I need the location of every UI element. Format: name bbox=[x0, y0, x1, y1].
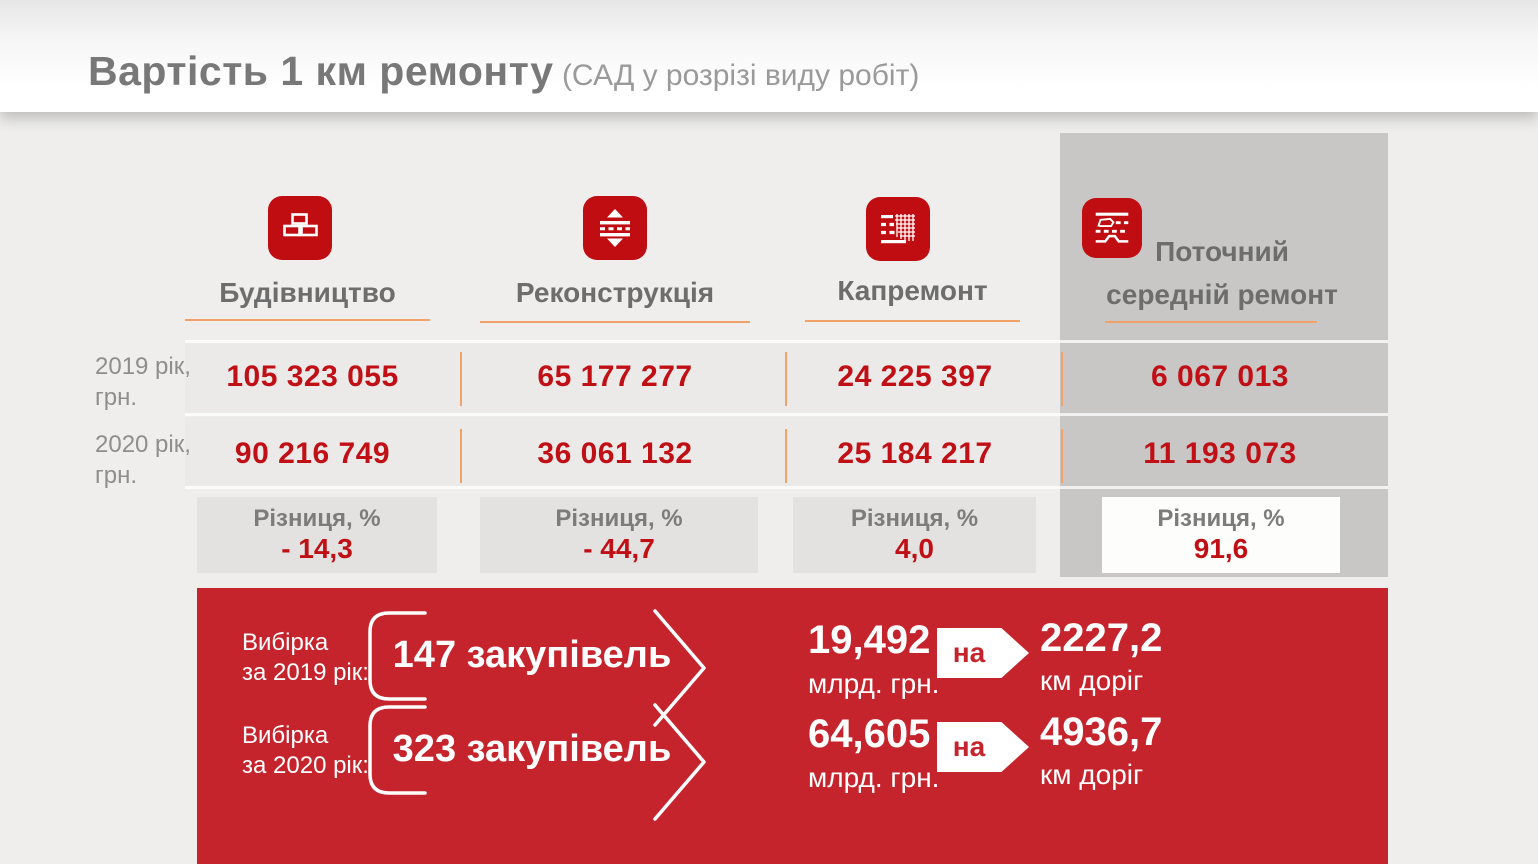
value-2020-current-repair: 11 193 073 bbox=[1143, 437, 1297, 470]
road-mesh-icon bbox=[866, 197, 930, 261]
slide-header: Вартість 1 км ремонту (САД у розрізі вид… bbox=[0, 0, 1538, 112]
column-header-construction: Будівництво bbox=[219, 277, 396, 308]
summary-banner: Вибірка за 2019 рік: 147 закупівель 19,4… bbox=[197, 588, 1388, 864]
value-2020-construction: 90 216 749 bbox=[234, 437, 391, 470]
header-underline bbox=[1105, 321, 1317, 323]
chevron-right-icon bbox=[653, 609, 706, 727]
column-header-line2: середній ремонт bbox=[1106, 279, 1338, 310]
row-separator bbox=[185, 486, 1388, 489]
diff-label: Різниця, % bbox=[555, 505, 683, 532]
row-label-2019: 2019 рік, грн. bbox=[95, 353, 191, 411]
road-widening-icon bbox=[583, 196, 647, 260]
bracket-icon bbox=[368, 611, 427, 701]
column-divider bbox=[785, 352, 787, 406]
header-underline bbox=[480, 321, 750, 323]
row-separator bbox=[185, 413, 1388, 416]
diff-label: Різниця, % bbox=[850, 505, 979, 532]
banner-distance-unit-2020: км доріг bbox=[1040, 759, 1144, 790]
value-2020-reconstruction: 36 061 132 bbox=[537, 437, 693, 470]
column-divider bbox=[460, 352, 462, 406]
value-2019-reconstruction: 65 177 277 bbox=[537, 360, 693, 393]
header-underline bbox=[185, 319, 430, 321]
diff-box-reconstruction: Різниця, % - 44,7 bbox=[480, 497, 758, 573]
value-2019-capital-repair: 24 225 397 bbox=[837, 360, 993, 393]
banner-distance-2019: 2227,2 bbox=[1040, 616, 1163, 660]
column-header-line1: Поточний bbox=[1155, 236, 1289, 267]
page-title-main: Вартість 1 км ремонту bbox=[88, 48, 554, 94]
banner-amount-2020: 64,605 bbox=[808, 712, 931, 756]
na-arrow-tag: на bbox=[937, 722, 1029, 772]
diff-box-construction: Різниця, % - 14,3 bbox=[197, 497, 437, 573]
column-header-capital-repair: Капремонт bbox=[837, 275, 988, 306]
page-title-sub: (САД у розрізі виду робіт) bbox=[553, 59, 920, 92]
value-2019-construction: 105 323 055 bbox=[226, 360, 399, 393]
banner-amount-2019: 19,492 bbox=[808, 618, 931, 662]
bracket-icon bbox=[368, 705, 427, 795]
na-arrow-tag: на bbox=[937, 628, 1029, 678]
diff-label: Різниця, % bbox=[1157, 505, 1285, 532]
column-divider bbox=[1061, 352, 1063, 406]
column-header-current-medium-repair: Поточний середній ремонт bbox=[1096, 230, 1348, 316]
diff-value: - 44,7 bbox=[583, 533, 655, 564]
row-label-2020: 2020 рік, грн. bbox=[95, 431, 191, 489]
value-2019-current-repair: 6 067 013 bbox=[1151, 360, 1289, 393]
diff-label: Різниця, % bbox=[253, 505, 381, 532]
diff-value: 91,6 bbox=[1193, 533, 1249, 564]
road-roller-icon bbox=[1082, 198, 1142, 258]
bricks-icon bbox=[268, 196, 332, 260]
header-underline bbox=[805, 320, 1020, 322]
banner-label-2020: Вибірка за 2020 рік: bbox=[242, 722, 369, 779]
diff-box-current-repair: Різниця, % 91,6 bbox=[1102, 497, 1340, 573]
diff-value: - 14,3 bbox=[281, 533, 353, 564]
column-divider bbox=[460, 429, 462, 483]
banner-count-2019: 147 закупівель bbox=[392, 634, 672, 676]
diff-box-capital-repair: Різниця, % 4,0 bbox=[793, 497, 1036, 573]
banner-label-2019: Вибірка за 2019 рік: bbox=[242, 629, 369, 686]
chevron-right-icon bbox=[653, 703, 706, 821]
page-title: Вартість 1 км ремонту (САД у розрізі вид… bbox=[88, 48, 919, 95]
column-divider bbox=[785, 429, 787, 483]
column-header-reconstruction: Реконструкція bbox=[515, 277, 715, 308]
banner-amount-unit-2019: млрд. грн. bbox=[808, 668, 940, 699]
column-divider bbox=[1061, 429, 1063, 483]
banner-distance-unit-2019: км доріг bbox=[1040, 665, 1144, 696]
banner-amount-unit-2020: млрд. грн. bbox=[808, 762, 940, 793]
banner-distance-2020: 4936,7 bbox=[1040, 710, 1163, 754]
value-2020-capital-repair: 25 184 217 bbox=[837, 437, 993, 470]
banner-count-2020: 323 закупівель bbox=[392, 728, 672, 770]
row-separator bbox=[185, 340, 1388, 343]
diff-value: 4,0 bbox=[895, 533, 934, 564]
